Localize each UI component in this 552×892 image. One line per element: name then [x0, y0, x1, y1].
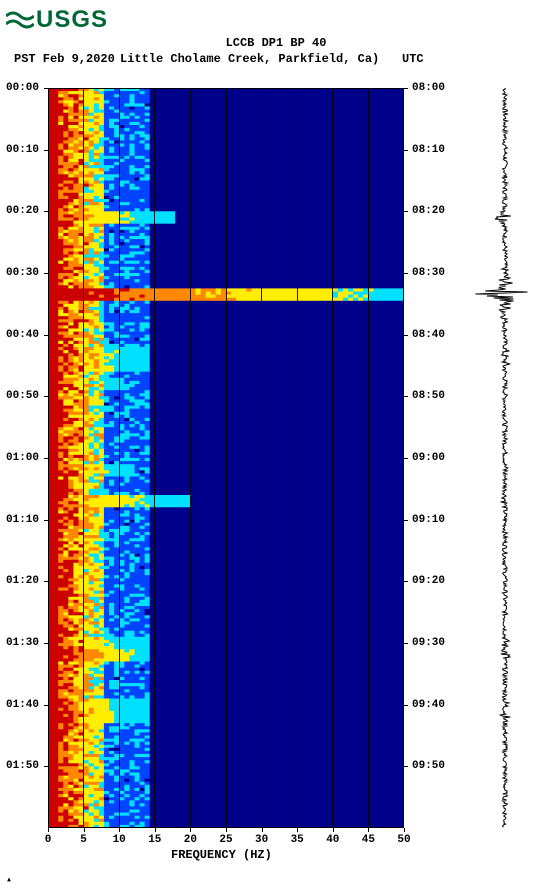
location-label: Little Cholame Creek, Parkfield, Ca) [120, 52, 379, 66]
gridline [332, 88, 333, 828]
tick-mark [44, 705, 48, 706]
tick-mark [119, 828, 120, 832]
y-tick-left: 01:30 [6, 637, 39, 649]
tick-mark [44, 643, 48, 644]
gridline [226, 88, 227, 828]
tick-mark [190, 828, 191, 832]
y-tick-right: 08:10 [412, 144, 445, 156]
usgs-logo-text: USGS [36, 6, 108, 34]
tick-mark [226, 828, 227, 832]
tick-mark [404, 828, 405, 832]
y-tick-left: 00:00 [6, 82, 39, 94]
y-tick-right: 09:00 [412, 452, 445, 464]
gridline [297, 88, 298, 828]
x-tick: 35 [291, 834, 304, 846]
tick-mark [404, 88, 408, 89]
y-tick-right: 09:30 [412, 637, 445, 649]
y-tick-right: 08:20 [412, 205, 445, 217]
tick-mark [84, 828, 85, 832]
y-tick-right: 09:20 [412, 575, 445, 587]
gridline [190, 88, 191, 828]
x-tick: 25 [219, 834, 232, 846]
footer-mark: ▴ [6, 874, 12, 886]
y-tick-right: 08:40 [412, 329, 445, 341]
y-tick-right: 08:00 [412, 82, 445, 94]
tick-mark [155, 828, 156, 832]
x-tick: 40 [326, 834, 339, 846]
tick-mark [404, 520, 408, 521]
tick-mark [404, 211, 408, 212]
y-tick-left: 01:10 [6, 514, 39, 526]
tick-mark [44, 211, 48, 212]
tick-mark [44, 520, 48, 521]
x-tick: 20 [184, 834, 197, 846]
seismogram-canvas [470, 88, 540, 828]
y-tick-left: 00:40 [6, 329, 39, 341]
tick-mark [333, 828, 334, 832]
y-tick-left: 01:50 [6, 760, 39, 772]
tick-mark [404, 273, 408, 274]
date-label: PST Feb 9,2020 [14, 52, 115, 66]
x-tick: 5 [80, 834, 87, 846]
y-tick-right: 08:30 [412, 267, 445, 279]
tick-mark [404, 150, 408, 151]
tick-mark [44, 766, 48, 767]
gridline [83, 88, 84, 828]
gridline [261, 88, 262, 828]
y-tick-left: 00:20 [6, 205, 39, 217]
y-tick-left: 01:40 [6, 699, 39, 711]
usgs-logo: USGS [6, 6, 108, 34]
tick-mark [368, 828, 369, 832]
gridline [368, 88, 369, 828]
utc-label: UTC [402, 52, 424, 66]
x-tick: 45 [362, 834, 375, 846]
y-tick-left: 01:20 [6, 575, 39, 587]
tick-mark [44, 396, 48, 397]
y-tick-left: 00:30 [6, 267, 39, 279]
tick-mark [404, 643, 408, 644]
y-tick-right: 09:40 [412, 699, 445, 711]
tick-mark [44, 335, 48, 336]
y-tick-right: 09:10 [412, 514, 445, 526]
x-tick: 10 [113, 834, 126, 846]
usgs-wave-icon [6, 8, 34, 32]
tick-mark [44, 88, 48, 89]
spectrogram-plot [48, 88, 404, 828]
x-tick: 0 [45, 834, 52, 846]
tick-mark [44, 581, 48, 582]
y-tick-left: 01:00 [6, 452, 39, 464]
tick-mark [44, 458, 48, 459]
x-tick: 30 [255, 834, 268, 846]
x-axis-label: FREQUENCY (HZ) [171, 848, 272, 862]
tick-mark [404, 705, 408, 706]
tick-mark [404, 458, 408, 459]
tick-mark [44, 150, 48, 151]
x-tick: 50 [397, 834, 410, 846]
tick-mark [404, 581, 408, 582]
tick-mark [404, 335, 408, 336]
tick-mark [404, 396, 408, 397]
y-tick-left: 00:50 [6, 390, 39, 402]
chart-title: LCCB DP1 BP 40 [0, 36, 552, 50]
tick-mark [44, 273, 48, 274]
gridline [154, 88, 155, 828]
y-tick-right: 09:50 [412, 760, 445, 772]
y-tick-right: 08:50 [412, 390, 445, 402]
tick-mark [262, 828, 263, 832]
tick-mark [404, 766, 408, 767]
tick-mark [297, 828, 298, 832]
y-tick-left: 00:10 [6, 144, 39, 156]
seismogram-trace [470, 88, 540, 828]
x-tick: 15 [148, 834, 161, 846]
tick-mark [48, 828, 49, 832]
gridline [119, 88, 120, 828]
